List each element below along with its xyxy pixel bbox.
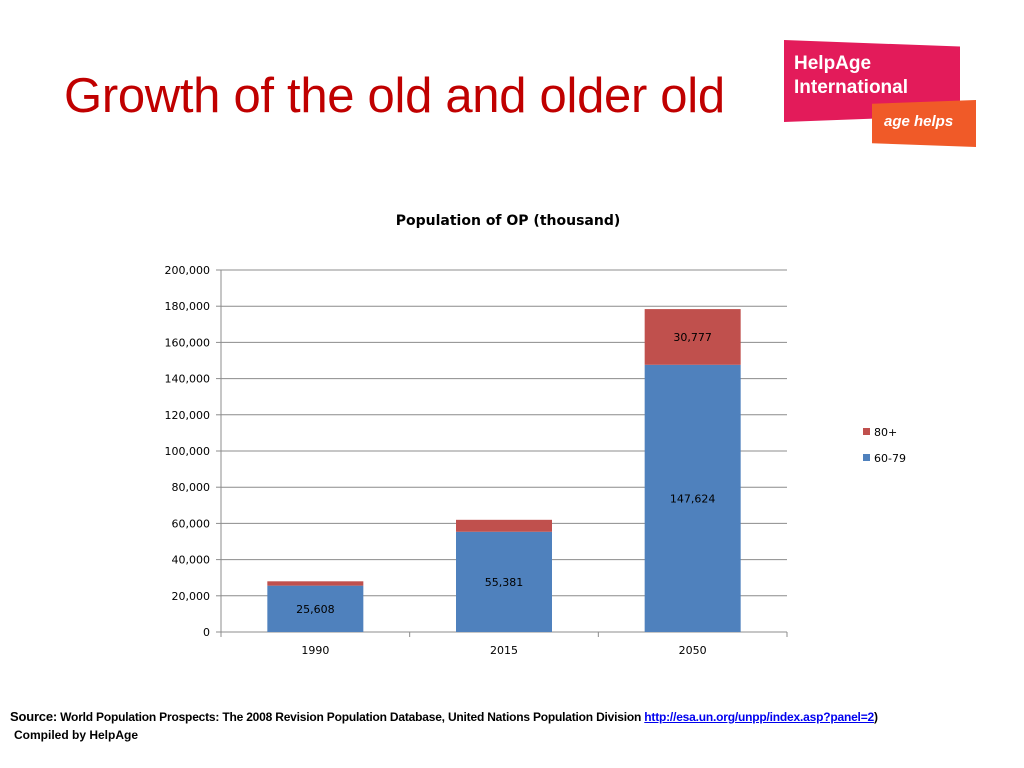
- slide-title: Growth of the old and older old: [64, 69, 725, 123]
- y-tick-label: 20,000: [172, 590, 211, 603]
- bar-60-79: [267, 585, 364, 632]
- y-tick-label: 80,000: [172, 481, 211, 494]
- compiled-by: Compiled by HelpAge: [14, 728, 139, 742]
- y-tick-label: 0: [203, 626, 210, 639]
- population-chart: Population of OP (thousand) 0 20,000 40,000…: [165, 213, 906, 657]
- legend-swatch: [863, 428, 870, 435]
- x-tick-label: 1990: [301, 644, 329, 657]
- x-tick-label: 2015: [490, 644, 518, 657]
- source-citation: Source: World Population Prospects: The …: [10, 709, 878, 724]
- legend-swatch: [863, 454, 870, 461]
- data-label: 25,608: [296, 603, 335, 616]
- legend-label: 80+: [874, 426, 897, 439]
- logo-line-2: International: [794, 77, 909, 98]
- y-tick-label: 160,000: [165, 336, 211, 349]
- chart-title: Population of OP (thousand): [396, 213, 621, 229]
- data-label: 55,381: [485, 576, 524, 589]
- bar-80-: [267, 581, 364, 586]
- bar-80-: [456, 519, 552, 532]
- source-text: World Population Prospects: The 2008 Rev…: [57, 710, 645, 724]
- data-label: 147,624: [670, 492, 716, 505]
- source-label: Source:: [10, 709, 58, 724]
- logo-tagline: age helps: [884, 113, 954, 130]
- y-tick-label: 40,000: [172, 554, 211, 567]
- logo-line-1: HelpAge: [794, 53, 872, 74]
- y-tick-label: 100,000: [165, 445, 211, 458]
- y-tick-label: 140,000: [165, 373, 211, 386]
- y-tick-label: 200,000: [165, 264, 211, 277]
- legend-label: 60-79: [874, 452, 906, 465]
- logo-tagline-block: age helps: [872, 100, 976, 147]
- data-label: 30,777: [673, 331, 712, 344]
- y-tick-label: 180,000: [165, 300, 211, 313]
- y-tick-label: 120,000: [165, 409, 211, 422]
- bar-80-: [644, 309, 741, 365]
- bar-60-79: [456, 531, 552, 632]
- x-tick-label: 2050: [679, 644, 707, 657]
- bar-60-79: [644, 364, 741, 632]
- source-close: ): [873, 710, 878, 724]
- helpage-logo: HelpAge International age helps: [784, 40, 978, 150]
- source-link[interactable]: http://esa.un.org/unpp/index.asp?panel=2: [644, 710, 874, 724]
- y-tick-label: 60,000: [172, 517, 211, 530]
